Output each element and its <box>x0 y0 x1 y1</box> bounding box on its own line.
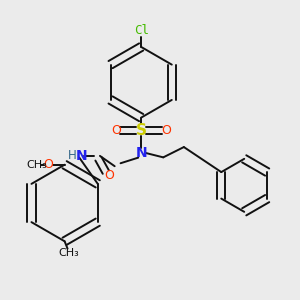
Text: H: H <box>68 149 76 162</box>
Text: O: O <box>44 158 53 171</box>
Text: O: O <box>111 124 121 137</box>
Text: N: N <box>135 146 147 160</box>
Text: O: O <box>161 124 171 137</box>
Text: CH₃: CH₃ <box>59 248 80 258</box>
Text: N: N <box>76 149 87 163</box>
Text: S: S <box>136 123 147 138</box>
Text: Cl: Cl <box>134 24 149 37</box>
Text: O: O <box>104 169 114 182</box>
Text: CH₃: CH₃ <box>26 160 47 170</box>
